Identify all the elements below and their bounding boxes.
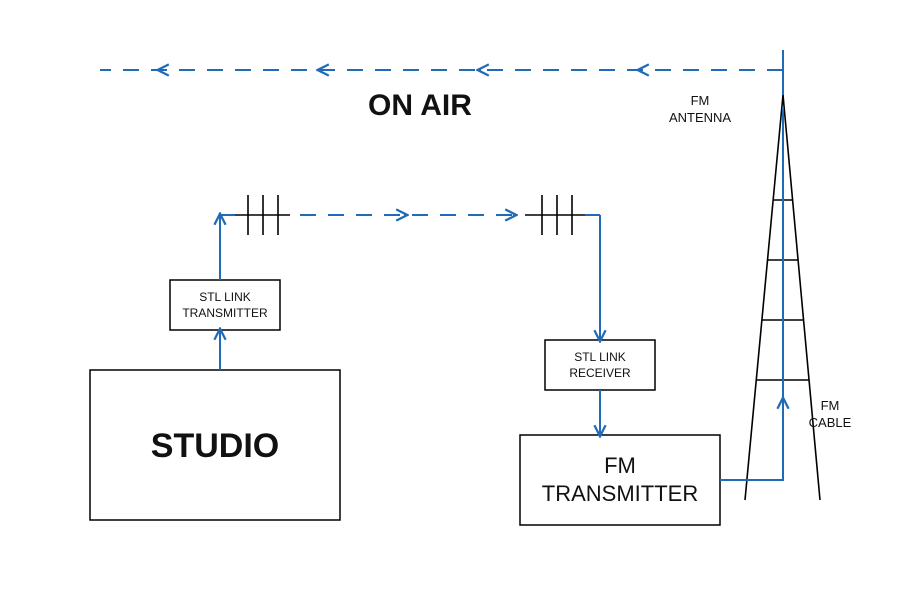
- on-air-label: ON AIR: [368, 89, 472, 122]
- stl-tx-label: STL LINK: [199, 290, 251, 304]
- fm-cable-label: FM: [821, 398, 840, 413]
- fm-antenna-label: ANTENNA: [669, 110, 731, 125]
- studio-label: STUDIO: [151, 427, 279, 465]
- fm-cable-label: CABLE: [809, 415, 852, 430]
- fm-tx-label: FM: [604, 453, 636, 478]
- fm-transmitter-box: [520, 435, 720, 525]
- stl-transmitter-box: [170, 280, 280, 330]
- tower-leg-left: [745, 95, 783, 500]
- fm-antenna-label: FM: [691, 93, 710, 108]
- fm-tx-label: TRANSMITTER: [542, 481, 698, 506]
- stl-receiver-box: [545, 340, 655, 390]
- broadcast-diagram: ON AIR FM ANTENNA STUDIO STL LINK TRANSMITTER…: [0, 0, 900, 600]
- stl-tx-label: TRANSMITTER: [182, 306, 268, 320]
- stl-rx-label: RECEIVER: [569, 366, 631, 380]
- stl-rx-label: STL LINK: [574, 350, 626, 364]
- tower-leg-right: [783, 95, 820, 500]
